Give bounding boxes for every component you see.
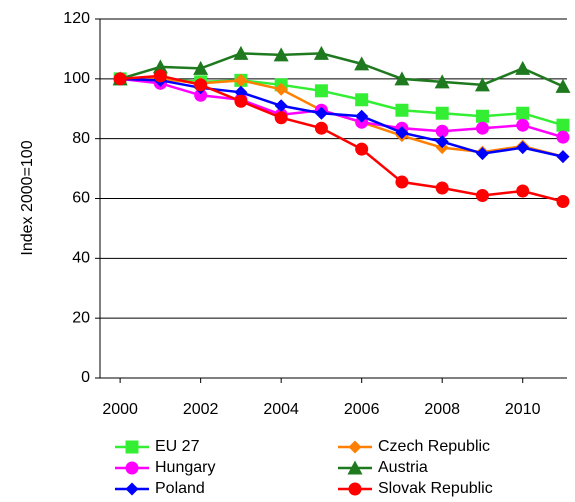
marker bbox=[475, 147, 489, 161]
legend-label: Hungary bbox=[155, 459, 215, 476]
marker bbox=[355, 93, 369, 107]
legend-marker bbox=[125, 440, 139, 454]
marker bbox=[113, 72, 127, 86]
marker bbox=[274, 82, 288, 96]
x-tick-label: 2004 bbox=[263, 401, 299, 418]
marker bbox=[435, 106, 449, 120]
legend-label: EU 27 bbox=[155, 438, 200, 455]
marker bbox=[435, 181, 449, 195]
marker bbox=[435, 124, 449, 138]
marker bbox=[395, 103, 409, 117]
series-line bbox=[120, 77, 564, 158]
marker bbox=[474, 77, 490, 92]
marker bbox=[194, 78, 208, 92]
y-tick-label: 0 bbox=[81, 369, 90, 386]
y-tick-label: 100 bbox=[63, 70, 90, 87]
marker bbox=[555, 78, 571, 93]
marker bbox=[516, 106, 530, 120]
legend-marker bbox=[125, 482, 139, 496]
marker bbox=[556, 118, 570, 132]
x-tick-label: 2002 bbox=[183, 401, 219, 418]
series-line bbox=[119, 52, 564, 88]
marker bbox=[273, 47, 289, 62]
x-tick-label: 2006 bbox=[344, 401, 380, 418]
marker bbox=[475, 189, 489, 203]
marker bbox=[233, 45, 249, 60]
legend-label: Poland bbox=[155, 480, 205, 497]
marker bbox=[354, 56, 370, 71]
marker bbox=[314, 106, 328, 120]
y-tick-label: 80 bbox=[72, 130, 90, 147]
marker bbox=[234, 85, 248, 99]
marker bbox=[395, 126, 409, 140]
y-axis-label: Index 2000=100 bbox=[19, 140, 36, 255]
marker bbox=[274, 99, 288, 113]
marker bbox=[234, 73, 248, 87]
marker bbox=[314, 84, 328, 98]
marker bbox=[475, 109, 489, 123]
legend-marker bbox=[348, 440, 362, 454]
y-tick-label: 40 bbox=[72, 250, 90, 267]
marker bbox=[194, 88, 208, 102]
marker bbox=[355, 142, 369, 156]
marker bbox=[516, 118, 530, 132]
legend-label: Slovak Republic bbox=[378, 480, 493, 497]
marker bbox=[556, 194, 570, 208]
x-tick-label: 2010 bbox=[505, 401, 541, 418]
x-tick-label: 2008 bbox=[424, 401, 460, 418]
y-tick-label: 120 bbox=[63, 10, 90, 27]
series-line bbox=[119, 77, 564, 139]
marker bbox=[234, 94, 248, 108]
marker bbox=[515, 60, 531, 75]
legend-marker bbox=[347, 460, 363, 475]
marker bbox=[152, 59, 168, 74]
marker bbox=[434, 74, 450, 89]
y-tick-label: 20 bbox=[72, 309, 90, 326]
y-tick-label: 60 bbox=[72, 190, 90, 207]
legend-marker bbox=[125, 461, 139, 475]
marker bbox=[556, 130, 570, 144]
marker bbox=[516, 141, 530, 155]
marker bbox=[516, 184, 530, 198]
legend-label: Austria bbox=[378, 459, 428, 476]
marker bbox=[475, 121, 489, 135]
legend-marker bbox=[348, 482, 362, 496]
marker bbox=[394, 71, 410, 86]
series-line bbox=[120, 74, 564, 203]
marker bbox=[556, 150, 570, 164]
marker bbox=[355, 109, 369, 123]
marker bbox=[313, 45, 329, 60]
legend-label: Czech Republic bbox=[378, 438, 490, 455]
marker bbox=[274, 111, 288, 125]
x-tick-label: 2000 bbox=[102, 401, 138, 418]
marker bbox=[435, 135, 449, 149]
marker bbox=[395, 175, 409, 189]
marker bbox=[193, 60, 209, 75]
marker bbox=[314, 121, 328, 135]
marker bbox=[153, 69, 167, 83]
